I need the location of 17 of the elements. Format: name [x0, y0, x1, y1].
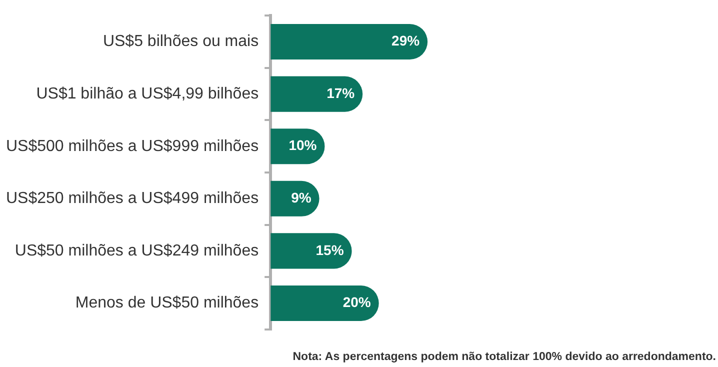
data-label: 15%: [316, 242, 344, 258]
y-tick-label: US$50 milhões a US$249 milhões: [14, 242, 259, 260]
data-label: 10%: [288, 137, 318, 154]
y-tick-label: US$500 milhões a US$999 milhões: [6, 138, 259, 155]
bar: [270, 233, 352, 269]
y-tick-label: US$5 bilhões ou mais: [102, 33, 259, 50]
text: Nota: As percentagens podem não totalizar 100% devido ao arredondamento.: [292, 351, 716, 363]
y-tick-label: US$250 milhões a US$499 milhões: [6, 190, 259, 208]
bar: [270, 285, 379, 322]
data-label: 9%: [291, 190, 312, 206]
data-label: 29%: [392, 32, 420, 49]
data-label: 20%: [342, 294, 372, 310]
bar: [270, 76, 363, 112]
y-tick-label: Menos de US$50 milhões: [75, 294, 259, 312]
data-label: 17%: [326, 84, 356, 101]
y-tick-label: US$1 bilhão a US$4,99 bilhões: [36, 85, 259, 102]
bar: [270, 24, 428, 60]
